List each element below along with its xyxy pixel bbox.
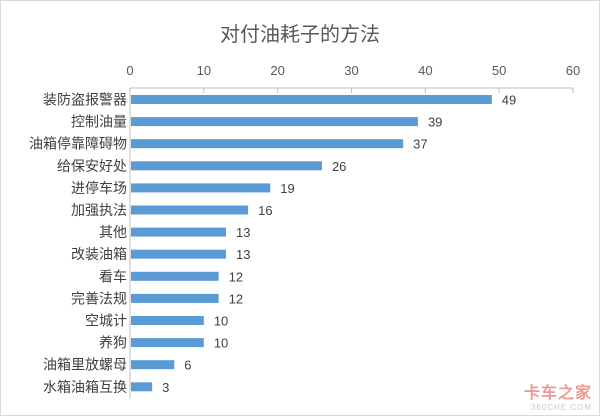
category-label: 加强执法 (71, 202, 127, 218)
bar (131, 360, 175, 370)
x-tick-label: 0 (126, 63, 133, 78)
category-label: 其他 (99, 224, 127, 240)
x-tick-label: 50 (492, 63, 506, 78)
data-label: 12 (229, 291, 243, 306)
data-label: 12 (229, 269, 243, 284)
bar (131, 95, 492, 104)
bar (131, 183, 271, 193)
watermark-sub-text: 360CHE.COM (530, 403, 592, 412)
category-label: 完善法规 (71, 290, 127, 306)
data-label: 19 (280, 181, 294, 196)
category-label: 给保安好处 (57, 158, 127, 174)
bar (131, 161, 322, 171)
data-label: 10 (214, 314, 228, 329)
bar (131, 382, 153, 392)
x-tick-label: 10 (197, 63, 211, 78)
category-label: 养狗 (99, 335, 127, 351)
x-tick-label: 30 (344, 63, 358, 78)
data-label: 3 (162, 380, 169, 395)
data-label: 16 (258, 203, 272, 218)
bar (131, 117, 418, 127)
data-label: 13 (236, 225, 250, 240)
data-label: 39 (428, 115, 442, 130)
bar (131, 227, 226, 237)
category-label: 装防盗报警器 (43, 92, 127, 108)
bar (131, 139, 404, 149)
category-label: 进停车场 (71, 180, 127, 196)
x-tick-label: 40 (418, 63, 432, 78)
category-label: 空城计 (85, 313, 127, 329)
chart-title: 对付油耗子的方法 (220, 24, 380, 46)
bar (131, 316, 204, 325)
category-label: 看车 (99, 268, 127, 284)
bar (131, 205, 249, 215)
x-tick-label: 60 (566, 63, 580, 78)
category-label: 控制油量 (71, 114, 127, 130)
category-label: 油箱停靠障碍物 (29, 136, 127, 152)
watermark-main-text: 卡车之家 (523, 385, 592, 402)
data-label: 10 (214, 336, 228, 351)
bar (131, 338, 204, 348)
category-label: 水箱油箱互换 (43, 379, 127, 395)
x-tick-label: 20 (270, 63, 284, 78)
data-label: 37 (413, 137, 427, 152)
bar (131, 271, 219, 281)
data-label: 26 (332, 159, 346, 174)
category-label: 改装油箱 (71, 246, 127, 262)
bar (131, 249, 226, 259)
bar (131, 293, 219, 303)
data-label: 6 (184, 358, 191, 373)
data-label: 49 (502, 93, 516, 108)
data-label: 13 (236, 247, 250, 262)
category-label: 油箱里放螺母 (43, 357, 127, 373)
watermark-logo: 卡车之家 360CHE.COM (524, 379, 592, 412)
